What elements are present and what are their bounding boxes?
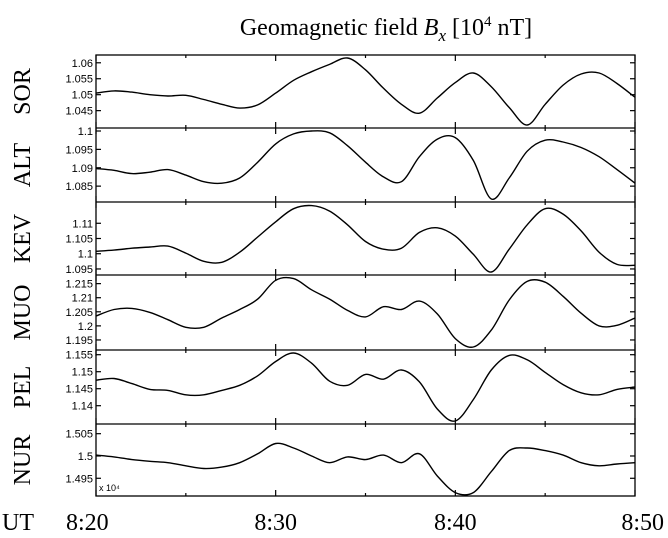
title-prefix: Geomagnetic field xyxy=(240,15,424,41)
y-tick-label: 1.145 xyxy=(65,384,93,396)
trace-sor xyxy=(95,57,636,126)
title-unit-exponent: 4 xyxy=(484,14,492,30)
y-tick-label: 1.095 xyxy=(65,264,93,276)
y-tick-label: 1.06 xyxy=(72,58,93,70)
trace-nur xyxy=(95,442,636,496)
y-tick-label: 1.495 xyxy=(65,473,93,485)
y-tick-label: 1.155 xyxy=(65,350,93,362)
station-label-alt: ALT xyxy=(10,142,36,187)
title-subscript: x xyxy=(437,26,446,45)
y-tick-label: 1.11 xyxy=(72,218,93,230)
station-label-nur: NUR xyxy=(10,435,36,486)
y-tick-label: 1.05 xyxy=(72,90,93,102)
y-tick-label: 1.5 xyxy=(78,451,93,463)
y-tick-label: 1.045 xyxy=(65,106,93,118)
y-tick-label: 1.09 xyxy=(72,163,93,175)
title-unit-close: nT] xyxy=(492,15,533,41)
y-tick-label: 1.505 xyxy=(65,429,93,441)
y-tick-label: 1.1 xyxy=(78,249,93,261)
trace-muo xyxy=(95,276,636,348)
station-label-kev: KEV xyxy=(10,213,36,263)
y-tick-label: 1.21 xyxy=(72,293,93,305)
x-tick-label: 8:40 xyxy=(434,510,477,536)
x-tick-label: 8:20 xyxy=(66,510,109,536)
y-tick-label: 1.2 xyxy=(78,321,93,333)
y-tick-label: 1.215 xyxy=(65,279,93,291)
y-tick-label: 1.15 xyxy=(72,367,93,379)
x-axis-label: UT xyxy=(2,510,34,536)
station-label-pel: PEL xyxy=(10,366,36,409)
trace-kev xyxy=(95,204,636,273)
y-tick-label: 1.1 xyxy=(78,126,93,138)
title-unit-open: [10 xyxy=(446,15,484,41)
x-tick-label: 8:50 xyxy=(621,510,664,536)
y-tick-label: 1.205 xyxy=(65,307,93,319)
station-label-sor: SOR xyxy=(10,68,36,115)
y-tick-label: 1.195 xyxy=(65,335,93,347)
y-tick-label: 1.14 xyxy=(72,401,93,413)
title-variable: B xyxy=(424,15,439,41)
chart-title: Geomagnetic field Bx [104 nT] xyxy=(240,14,532,45)
station-label-muo: MUO xyxy=(10,284,36,340)
trace-pel xyxy=(95,352,636,422)
y-multiplier-label: x 10⁴ xyxy=(99,483,120,493)
plot-frame xyxy=(95,54,636,497)
x-tick-label: 8:30 xyxy=(254,510,297,536)
plot-area: SOR 1.045 1.05 1.055 1.06 ALT 1.085 1.09 1.095 1.… xyxy=(10,54,664,536)
y-tick-label: 1.085 xyxy=(65,181,93,193)
y-tick-label: 1.055 xyxy=(65,74,93,86)
trace-alt xyxy=(95,130,636,200)
y-tick-label: 1.105 xyxy=(65,234,93,246)
y-tick-label: 1.095 xyxy=(65,144,93,156)
